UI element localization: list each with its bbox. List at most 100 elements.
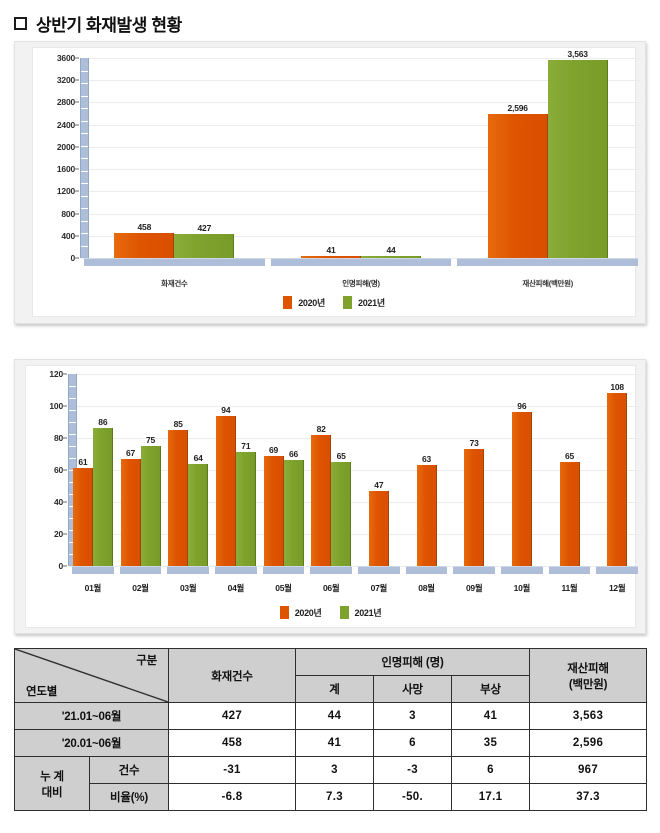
bar-value-label: 66 [288,449,299,460]
y-axis-bar-segment [69,422,76,423]
gridline [81,80,641,82]
cell-total-2020: 41 [295,729,374,757]
cell-total-2021: 44 [295,702,374,730]
statistics-table-wrap: 구분 연도별 화재건수 인명피해 (명) 재산피해 (백만원) 계 사망 부상 [14,648,648,811]
y-axis-bar-segment [81,108,88,109]
x-axis-base-bar [262,566,305,574]
y-axis-tick-label: 800 [61,208,75,219]
y-axis-tick-label: 20 [53,529,63,539]
table-row-label-2021: '21.01~06월 [14,702,169,730]
cell-fires-diff: -31 [168,756,296,784]
table-header-property-line2: (백만원) [568,678,608,691]
legend-label: 2020년 [298,298,325,308]
gridline [69,470,641,471]
x-axis-base-bar [405,566,448,574]
legend-item-2020년: 2020년 [279,606,322,619]
x-axis-category-label: 07월 [370,583,388,593]
y-axis-tick-mark [62,565,67,567]
cell-property-2020: 2,596 [529,729,648,757]
gridline [69,438,641,439]
y-axis-bar-segment [81,208,88,209]
y-axis-tick-label: 2800 [56,97,75,108]
legend-swatch-icon [279,606,289,619]
bar-2020년-07월 [368,490,389,566]
y-axis-bar-segment [69,530,76,531]
gridline [81,213,641,215]
gridline [69,406,641,407]
x-axis-category-label: 04월 [227,583,245,593]
gridline [81,235,641,237]
y-axis-bar-segment [81,195,88,197]
table-compare-group-label: 누 계 대비 [14,756,90,811]
cell-death-2021: 3 [373,702,452,730]
y-axis-tick-mark [74,124,79,126]
x-axis-category-label: 11월 [561,583,578,593]
y-axis-tick-label: 1600 [56,164,75,175]
table-corner-bottom-label: 연도별 [26,686,58,698]
legend-item-2021년: 2021년 [339,606,382,619]
y-axis-tick-label: 1200 [56,186,75,197]
y-axis-tick-mark [74,257,79,259]
y-axis-bar-segment [81,183,88,184]
cell-fires-2020: 458 [168,729,296,757]
legend-label: 2021년 [358,298,385,308]
bar-value-label: 41 [326,244,336,255]
x-axis-category-label: 05월 [275,583,292,593]
y-axis-bar-segment [81,70,88,72]
table-header-casualties-total: 계 [295,675,374,703]
bar-2020년-11월 [559,462,580,566]
cell-fires-2021: 427 [168,702,296,730]
y-axis-tick-mark [74,213,79,215]
table-header-row-1: 구분 연도별 화재건수 인명피해 (명) 재산피해 (백만원) [14,648,648,703]
gridline [69,534,641,535]
table-header-property: 재산피해 (백만원) [529,648,648,703]
summary-chart-panel: 0 400 800 1200 1600 2000 2400 2800 3200 3600 458 42… [14,41,646,324]
monthly-chart-legend: 2020년 2021년 [26,606,635,619]
y-axis-tick-label: 40 [53,497,63,507]
table-header-casualties-group: 인명피해 (명) [294,648,531,676]
square-outline-icon [14,16,27,30]
y-axis-tick-mark [74,79,79,81]
x-axis-base-bar [596,566,638,574]
bar-value-label: 85 [173,419,183,429]
gridline [81,146,641,148]
y-axis-tick-mark [74,146,79,148]
x-axis-base-bar [310,566,352,574]
y-axis-tick-mark [62,533,67,535]
legend-label: 2020년 [294,608,322,618]
monthly-chart-plot-area: 0 20 40 60 80 100 120 61 86 01월 67 75 02월 85 64 03월 94 71… [25,365,641,628]
bar-2021년-06월 [331,462,352,566]
bar-2020년-08월 [416,465,437,566]
bar-2020년-05월 [263,455,284,566]
table-header-fires: 화재건수 [168,648,296,703]
y-axis-bar-segment [69,494,76,495]
y-axis-bar-segment [69,506,76,507]
y-axis-bar-segment [69,386,76,387]
cell-death-diff: -3 [373,756,452,784]
bar-2021년-화재건수 [174,234,235,258]
legend-item-2020년: 2020년 [283,296,325,309]
y-axis-tick-mark [74,168,79,170]
table-row: '21.01~06월 427 44 3 41 3,563 [14,702,648,730]
bar-value-label: 69 [268,444,279,455]
bar-value-label: 427 [197,223,212,234]
y-axis-bar-segment [69,518,76,519]
gridline [81,191,641,193]
bar-value-label: 73 [469,438,479,449]
table-row-label-rate: 비율(%) [89,783,169,811]
x-axis-category-label: 09월 [465,583,483,593]
legend-swatch-icon [283,296,293,309]
table-header-row-2: 계 사망 부상 [15,675,647,703]
bar-2020년-01월 [72,468,93,566]
x-axis-base-bar [453,566,495,574]
gridline [69,502,641,503]
bar-2021년-05월 [283,460,304,566]
table-compare-label-line2: 대비 [41,786,63,799]
summary-chart-canvas: 0 400 800 1200 1600 2000 2400 2800 3200 3600 458 42… [57,49,641,288]
y-axis-bar-segment [69,470,76,471]
table-header-casualties-injury: 부상 [450,675,531,703]
table-row-label-count: 건수 [89,756,169,784]
table-row: '20.01~06월 458 41 6 35 2,596 [14,729,648,757]
bar-value-label: 67 [125,447,136,458]
